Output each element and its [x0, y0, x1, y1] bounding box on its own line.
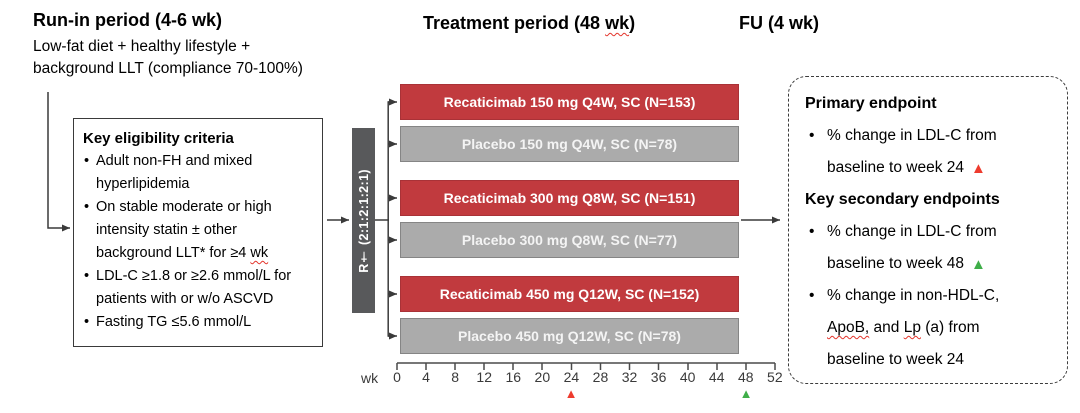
endpoints-box: Primary endpoint % change in LDL-C from …	[788, 76, 1068, 384]
primary-endpoint-title: Primary endpoint	[805, 95, 937, 112]
treatment-period-title: Treatment period (48 wk)	[423, 13, 635, 34]
arm-recaticimab-150-q4w: Recaticimab 150 mg Q4W, SC (N=153)	[400, 84, 739, 120]
randomization-ratio-label: R† (2:1:2:1:2:1)	[356, 168, 371, 273]
eligibility-item-statin: On stable moderate or high intensity sta…	[83, 196, 314, 265]
lpa-squiggle-word: Lp	[903, 319, 921, 336]
secondary-endpoints-title: Key secondary endpoints	[805, 191, 1000, 208]
green-triangle-icon: ▲	[971, 256, 986, 273]
secondary-endpoint-text: baseline to week 48	[827, 255, 965, 272]
eligibility-line: LDL-C ≥1.8 or ≥2.6 mmol/L for	[83, 265, 314, 288]
primary-endpoint-line: baseline to week 24 ▲	[805, 152, 1057, 184]
treatment-title-paren: )	[629, 13, 636, 33]
eligibility-line: Adult non-FH and mixed	[83, 150, 314, 173]
eligibility-item-tg: Fasting TG ≤5.6 mmol/L	[83, 311, 314, 334]
eligibility-criteria-box: Key eligibility criteria Adult non-FH an…	[73, 118, 323, 347]
primary-endpoint-text: baseline to week 24	[827, 159, 965, 176]
randomization-box: R† (2:1:2:1:2:1)	[352, 128, 375, 313]
eligibility-title: Key eligibility criteria	[83, 130, 234, 147]
eligibility-line: Fasting TG ≤5.6 mmol/L	[83, 311, 314, 334]
secondary-endpoint-line: baseline to week 24	[827, 351, 965, 368]
axis-unit-label: wk	[361, 370, 379, 386]
secondary-endpoint-text: (a) from	[920, 319, 980, 336]
run-in-subtitle: Low-fat diet + healthy lifestyle + backg…	[33, 36, 303, 80]
secondary-endpoint-line: baseline to week 48 ▲	[805, 248, 1057, 280]
arm-recaticimab-450-q12w: Recaticimab 450 mg Q12W, SC (N=152)	[400, 276, 739, 312]
arm-placebo-300-q8w: Placebo 300 mg Q8W, SC (N=77)	[400, 222, 739, 258]
week24-red-triangle-icon: ▲	[564, 386, 578, 401]
week48-green-triangle-icon: ▲	[739, 386, 753, 401]
red-triangle-icon: ▲	[971, 160, 986, 177]
eligibility-line: intensity statin ± other	[96, 222, 237, 238]
eligibility-line: hyperlipidemia	[96, 176, 190, 192]
run-in-subtitle-line1: Low-fat diet + healthy lifestyle +	[33, 38, 251, 55]
eligibility-item-nonfh: Adult non-FH and mixed hyperlipidemia	[83, 150, 314, 196]
eligibility-line-text: background LLT* for ≥4	[96, 245, 251, 261]
eligibility-line: background LLT* for ≥4 wk	[83, 242, 314, 265]
secondary-endpoint-line: % change in non-HDL-C,	[805, 280, 1057, 312]
eligibility-line: On stable moderate or high	[83, 196, 314, 219]
eligibility-item-ldlc: LDL-C ≥1.8 or ≥2.6 mmol/L for patients w…	[83, 265, 314, 311]
secondary-endpoint-text: and	[869, 319, 904, 336]
arm-placebo-150-q4w: Placebo 150 mg Q4W, SC (N=78)	[400, 126, 739, 162]
arm-recaticimab-300-q8w: Recaticimab 300 mg Q8W, SC (N=151)	[400, 180, 739, 216]
run-in-period-title: Run-in period (4-6 wk)	[33, 10, 222, 30]
eligibility-squiggle-word: wk	[250, 245, 269, 261]
arm-placebo-450-q12w: Placebo 450 mg Q12W, SC (N=78)	[400, 318, 739, 354]
treatment-title-text: Treatment period (48	[423, 13, 606, 33]
axis-tick-labels: 0 4 8 12 16 20 24 28 32 36 40 44 48 52	[393, 369, 783, 385]
eligibility-line: patients with or w/o ASCVD	[96, 291, 274, 307]
primary-endpoint-line: % change in LDL-C from	[805, 120, 1057, 152]
secondary-endpoint-line: ApoB, and Lp (a) from	[805, 312, 1057, 344]
run-in-subtitle-line2: background LLT (compliance 70-100%)	[33, 60, 303, 77]
treatment-title-squiggle-word: wk	[605, 13, 630, 33]
follow-up-title: FU (4 wk)	[739, 13, 820, 33]
runin-elbow-arrow	[47, 92, 70, 232]
secondary-endpoint-line: % change in LDL-C from	[805, 216, 1057, 248]
apob-squiggle-word: ApoB,	[827, 319, 870, 336]
